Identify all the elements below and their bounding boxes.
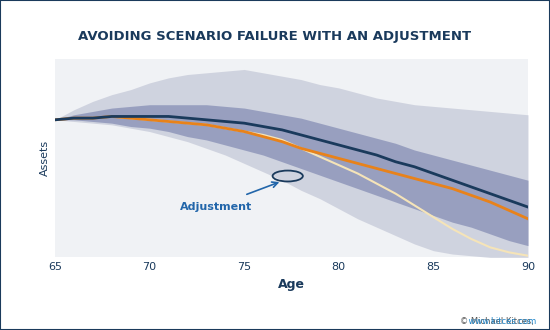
X-axis label: Age: Age xyxy=(278,278,305,291)
Text: AVOIDING SCENARIO FAILURE WITH AN ADJUSTMENT: AVOIDING SCENARIO FAILURE WITH AN ADJUST… xyxy=(79,30,471,43)
Y-axis label: Assets: Assets xyxy=(40,140,49,177)
Text: Adjustment: Adjustment xyxy=(180,202,252,212)
Text: © Michael Kitces,: © Michael Kitces, xyxy=(460,317,536,326)
Text: www.kitces.com: www.kitces.com xyxy=(416,317,536,326)
